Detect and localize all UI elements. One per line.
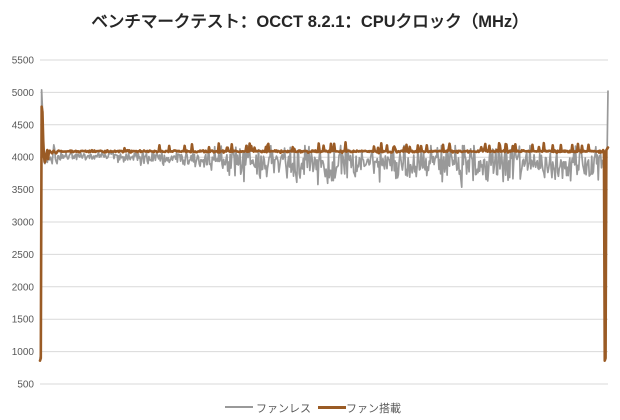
svg-text:4500: 4500 [12, 120, 35, 131]
svg-text:5000: 5000 [12, 88, 35, 99]
svg-text:1000: 1000 [12, 347, 35, 358]
svg-text:3000: 3000 [12, 218, 35, 229]
svg-text:2500: 2500 [12, 250, 35, 261]
svg-text:4000: 4000 [12, 153, 35, 164]
svg-text:2000: 2000 [12, 282, 35, 293]
svg-text:5500: 5500 [12, 56, 35, 67]
svg-text:1500: 1500 [12, 315, 35, 326]
svg-text:500: 500 [17, 380, 34, 391]
svg-text:3500: 3500 [12, 185, 35, 196]
